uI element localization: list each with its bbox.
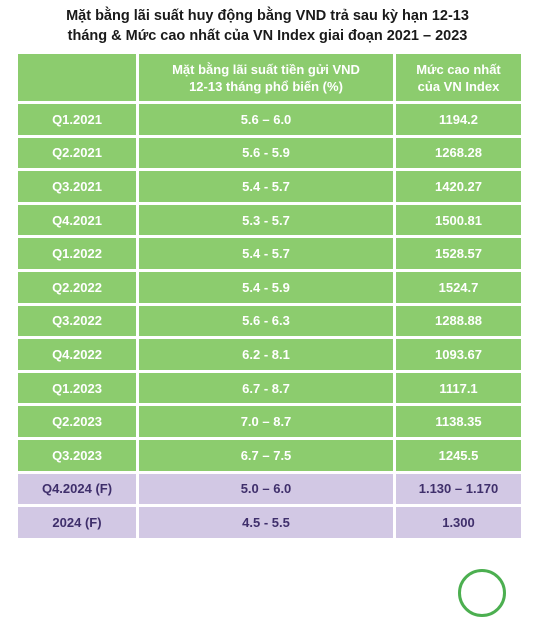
period-cell: Q2.2022 [18,272,136,303]
table-row: Q2.2021 5.6 - 5.9 1268.28 [18,137,521,169]
table-row: Q2.2023 7.0 – 8.7 1138.35 [18,406,521,437]
logo-circle-icon [458,569,506,617]
title-line-1: Mặt bằng lãi suất huy động bằng VND trả … [66,8,469,24]
rate-vnindex-table: Mặt bằng lãi suất tiền gửi VND 12-13 thá… [18,54,521,570]
header-cell-0 [18,54,136,101]
table-title: Mặt bằng lãi suất huy động bằng VND trả … [0,6,535,46]
interest-rate-cell: 5.3 - 5.7 [139,204,393,236]
vnindex-max-cell: 1500.81 [396,204,521,236]
vnindex-max-cell: 1524.7 [396,272,521,303]
period-cell: Q2.2023 [18,406,136,437]
table-row: Q4.2021 5.3 - 5.7 1500.81 [18,204,521,236]
interest-rate-cell: 5.4 - 5.7 [139,171,393,202]
table-row: Q1.2022 5.4 - 5.7 1528.57 [18,238,521,269]
interest-rate-cell: 4.5 - 5.5 [139,507,393,538]
vnindex-max-cell: 1194.2 [396,104,521,135]
period-cell: Q3.2022 [18,305,136,337]
table-row-forecast: Q4.2024 (F) 5.0 – 6.0 1.130 – 1.170 [18,473,521,505]
vnindex-max-cell: 1.130 – 1.170 [396,473,521,505]
period-cell: 2024 (F) [18,507,136,538]
interest-rate-cell: 6.7 - 8.7 [139,372,393,404]
interest-rate-cell: 5.4 - 5.7 [139,238,393,269]
interest-rate-cell: 5.6 – 6.0 [139,104,393,135]
period-cell: Q4.2024 (F) [18,473,136,505]
period-cell: Q2.2021 [18,137,136,169]
vnindex-max-cell: 1.300 [396,507,521,538]
period-cell: Q4.2022 [18,339,136,370]
period-cell: Q1.2021 [18,104,136,135]
interest-rate-cell: 7.0 – 8.7 [139,406,393,437]
table-row: Q1.2021 5.6 – 6.0 1194.2 [18,104,521,135]
vnindex-max-cell: 1093.67 [396,339,521,370]
period-cell: Q3.2023 [18,440,136,471]
vnindex-max-cell: 1288.88 [396,305,521,337]
interest-rate-cell: 6.7 – 7.5 [139,440,393,471]
period-cell: Q1.2022 [18,238,136,269]
table-row-forecast: 2024 (F) 4.5 - 5.5 1.300 [18,507,521,538]
table-row: Q3.2022 5.6 - 6.3 1288.88 [18,305,521,337]
interest-rate-cell: 5.6 - 6.3 [139,305,393,337]
interest-rate-cell: 5.4 - 5.9 [139,272,393,303]
table-row: Q3.2023 6.7 – 7.5 1245.5 [18,440,521,471]
header-cell-1: Mặt bằng lãi suất tiền gửi VND 12-13 thá… [139,54,393,101]
interest-rate-cell: 5.0 – 6.0 [139,473,393,505]
header-cell-2: Mức cao nhất của VN Index [396,54,521,101]
period-cell: Q1.2023 [18,372,136,404]
header-cell-text: Mức cao nhất của VN Index [416,61,501,94]
period-cell: Q4.2021 [18,204,136,236]
header-cell-text: Mặt bằng lãi suất tiền gửi VND 12-13 thá… [172,61,360,94]
table-row: Q4.2022 6.2 - 8.1 1093.67 [18,339,521,370]
interest-rate-cell: 6.2 - 8.1 [139,339,393,370]
vnindex-max-cell: 1138.35 [396,406,521,437]
interest-rate-cell: 5.6 - 5.9 [139,137,393,169]
vnindex-max-cell: 1245.5 [396,440,521,471]
table-header-row: Mặt bằng lãi suất tiền gửi VND 12-13 thá… [18,54,521,101]
vnindex-max-cell: 1420.27 [396,171,521,202]
table-row: Q3.2021 5.4 - 5.7 1420.27 [18,171,521,202]
table-row: Q2.2022 5.4 - 5.9 1524.7 [18,272,521,303]
period-cell: Q3.2021 [18,171,136,202]
vnindex-max-cell: 1117.1 [396,372,521,404]
table-row: Q1.2023 6.7 - 8.7 1117.1 [18,372,521,404]
vnindex-max-cell: 1268.28 [396,137,521,169]
vnindex-max-cell: 1528.57 [396,238,521,269]
title-line-2: tháng & Mức cao nhất của VN Index giai đ… [67,28,468,44]
